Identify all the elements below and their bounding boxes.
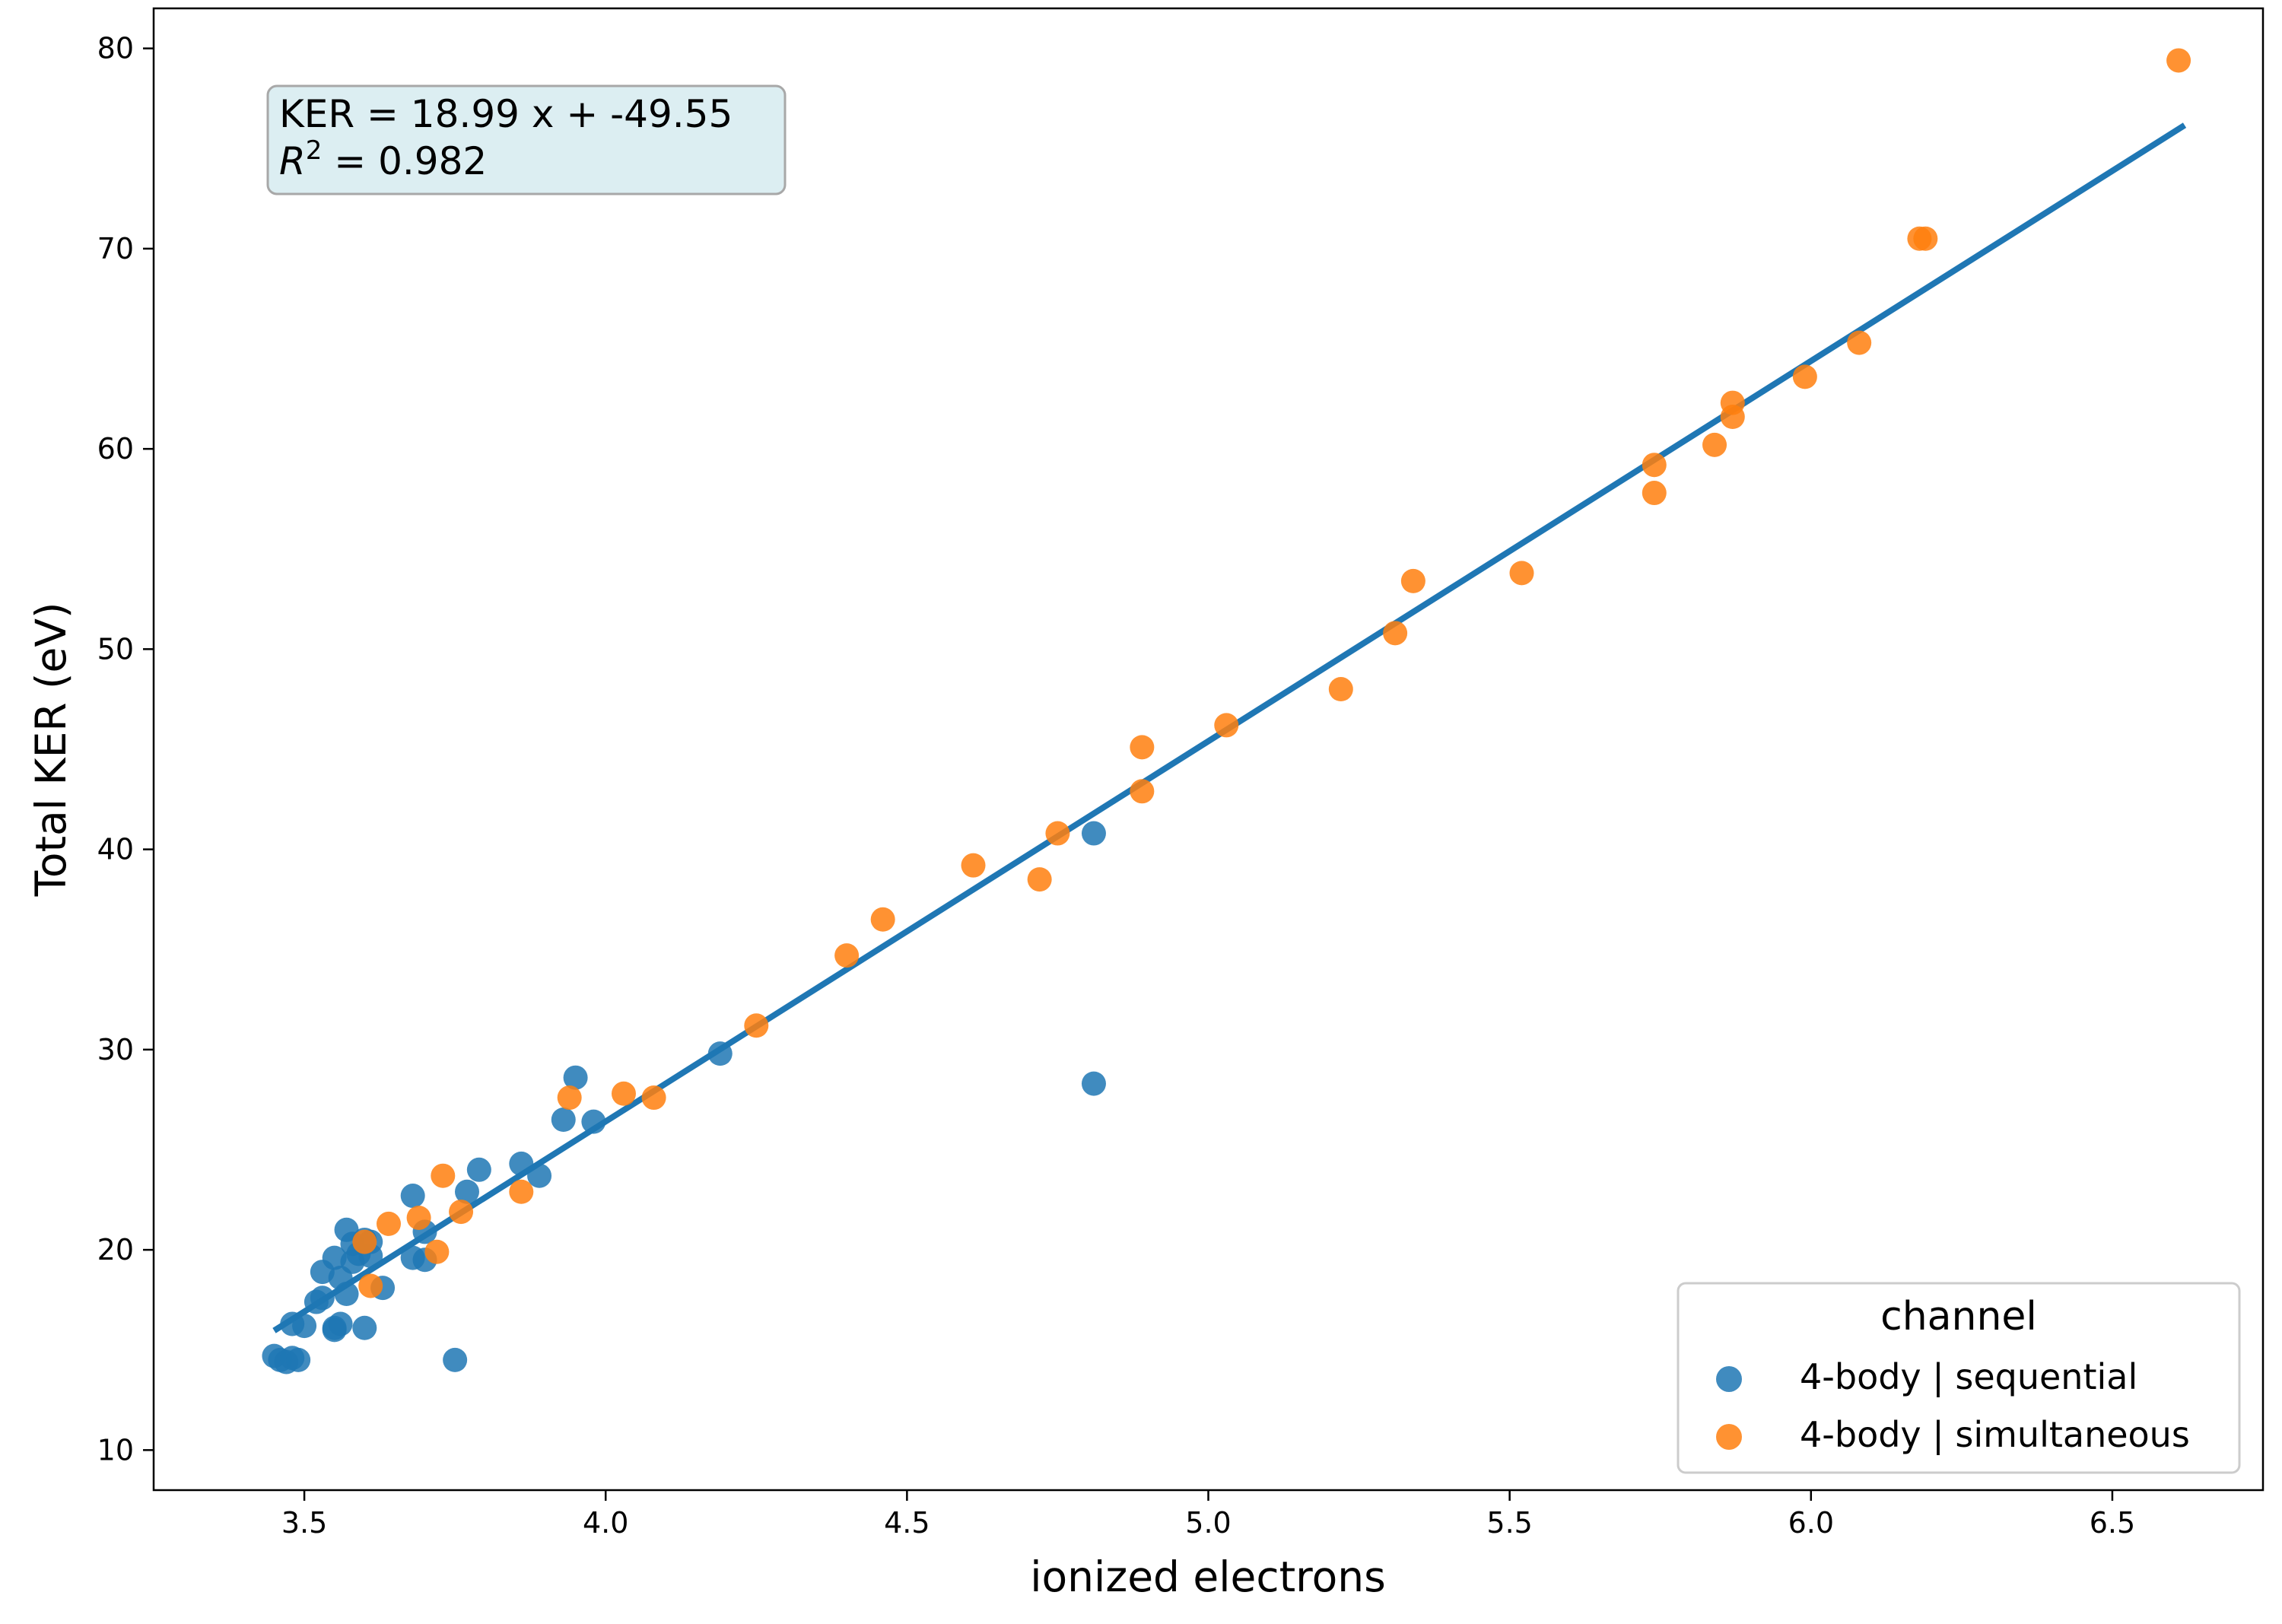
legend-label-sequential: 4-body | sequential — [1800, 1356, 2137, 1398]
data-point-simultaneous — [376, 1211, 401, 1236]
data-point-simultaneous — [1792, 364, 1817, 389]
x-tick-label: 6.0 — [1788, 1506, 1834, 1540]
data-point-simultaneous — [1328, 677, 1353, 702]
data-point-sequential — [400, 1184, 425, 1209]
data-point-simultaneous — [2166, 48, 2191, 73]
x-tick-label: 5.5 — [1486, 1506, 1532, 1540]
r-squared-text: R2 = 0.982 — [279, 135, 487, 183]
legend-box — [1677, 1282, 2241, 1474]
data-point-simultaneous — [1642, 481, 1667, 506]
x-tick-label: 4.0 — [583, 1506, 628, 1540]
y-tick-label: 10 — [97, 1433, 134, 1467]
data-point-sequential — [707, 1041, 733, 1066]
y-axis-ticks: 10 20 30 40 50 60 70 80 — [97, 32, 154, 1467]
data-point-sequential — [334, 1282, 359, 1307]
data-point-simultaneous — [557, 1085, 582, 1111]
data-point-simultaneous — [1383, 621, 1408, 646]
data-point-simultaneous — [641, 1085, 666, 1111]
legend-marker-sequential — [1716, 1366, 1742, 1392]
r-squared-value: = 0.982 — [322, 139, 487, 183]
data-point-simultaneous — [1214, 713, 1239, 738]
data-point-simultaneous — [431, 1163, 456, 1188]
data-point-simultaneous — [1642, 453, 1667, 478]
data-point-simultaneous — [352, 1229, 377, 1254]
data-point-sequential — [466, 1157, 491, 1182]
legend-marker-simultaneous — [1716, 1424, 1742, 1450]
data-point-sequential — [352, 1315, 377, 1340]
data-point-sequential — [1081, 821, 1106, 846]
annotation-box — [266, 84, 787, 195]
equation-annotation: KER = 18.99 x + -49.55 R2 = 0.982 — [266, 84, 787, 195]
x-axis-label: ionized electrons — [1030, 1552, 1386, 1601]
x-axis-ticks: 3.5 4.0 4.5 5.0 5.5 6.0 6.5 — [281, 1490, 2135, 1540]
data-point-simultaneous — [1913, 226, 1938, 251]
data-point-sequential — [328, 1311, 353, 1336]
data-point-simultaneous — [424, 1239, 450, 1264]
x-tick-label: 4.5 — [884, 1506, 930, 1540]
data-point-simultaneous — [611, 1081, 636, 1106]
legend: channel 4-body | sequential 4-body | sim… — [1677, 1282, 2241, 1474]
data-point-sequential — [581, 1109, 606, 1134]
data-point-simultaneous — [1045, 821, 1070, 846]
data-point-simultaneous — [1847, 330, 1872, 355]
data-point-sequential — [563, 1065, 588, 1090]
data-point-sequential — [527, 1163, 552, 1188]
data-point-simultaneous — [1027, 867, 1052, 892]
data-point-simultaneous — [358, 1273, 383, 1298]
y-tick-label: 50 — [97, 632, 134, 666]
r-squared-symbol: R — [279, 139, 306, 183]
data-point-simultaneous — [744, 1013, 769, 1038]
y-tick-label: 20 — [97, 1233, 134, 1266]
data-point-simultaneous — [1130, 779, 1155, 804]
data-point-sequential — [454, 1179, 479, 1204]
data-point-simultaneous — [870, 907, 895, 932]
y-tick-label: 30 — [97, 1033, 134, 1066]
data-point-simultaneous — [1720, 390, 1745, 415]
data-point-sequential — [1081, 1071, 1106, 1096]
data-point-sequential — [310, 1286, 335, 1311]
data-point-simultaneous — [1702, 432, 1727, 457]
data-point-sequential — [509, 1151, 534, 1176]
r-squared-superscript: 2 — [306, 135, 323, 166]
y-axis-label: Total KER (eV) — [27, 602, 75, 898]
data-point-simultaneous — [1509, 561, 1534, 586]
y-tick-label: 60 — [97, 432, 134, 466]
x-tick-label: 6.5 — [2090, 1506, 2135, 1540]
data-point-sequential — [286, 1347, 311, 1372]
data-point-simultaneous — [449, 1200, 474, 1225]
data-point-simultaneous — [406, 1205, 431, 1230]
legend-label-simultaneous: 4-body | simultaneous — [1800, 1414, 2190, 1456]
data-point-simultaneous — [961, 853, 986, 878]
data-point-simultaneous — [1400, 568, 1425, 593]
data-point-sequential — [551, 1108, 576, 1132]
data-point-simultaneous — [1130, 735, 1155, 760]
x-tick-label: 5.0 — [1185, 1506, 1231, 1540]
data-point-sequential — [443, 1347, 468, 1372]
data-point-simultaneous — [509, 1179, 534, 1204]
y-tick-label: 40 — [97, 833, 134, 866]
fit-equation: KER = 18.99 x + -49.55 — [279, 92, 733, 136]
y-tick-label: 80 — [97, 32, 134, 65]
data-point-sequential — [292, 1314, 317, 1339]
y-tick-label: 70 — [97, 232, 134, 265]
data-point-simultaneous — [834, 943, 860, 968]
data-point-sequential — [322, 1245, 347, 1270]
x-tick-label: 3.5 — [281, 1506, 327, 1540]
legend-title: channel — [1880, 1294, 2037, 1340]
data-points-layer — [262, 48, 2191, 1375]
